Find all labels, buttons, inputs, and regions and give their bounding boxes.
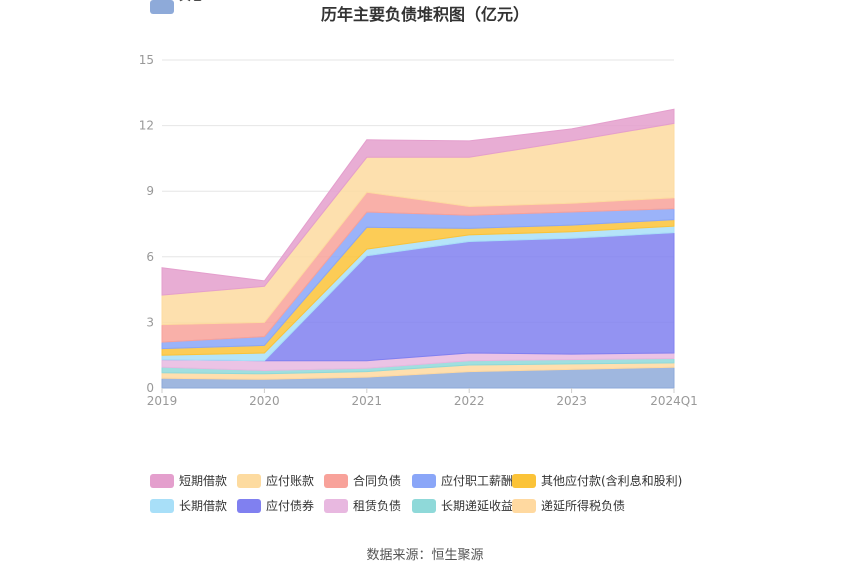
- x-tick-label: 2021: [352, 394, 383, 408]
- area-series: [161, 108, 675, 389]
- legend-swatch: [512, 474, 536, 488]
- legend-label: 合同负债: [353, 473, 401, 488]
- legend-swatch: [150, 0, 174, 14]
- legend-swatch: [412, 474, 436, 488]
- legend-label: 长期递延收益: [441, 499, 513, 513]
- legend-label: 应付债券: [266, 498, 314, 513]
- legend-item[interactable]: 租赁负债: [324, 499, 401, 513]
- legend-item[interactable]: 递延所得税负债: [512, 498, 625, 513]
- legend-label: 应付账款: [266, 473, 314, 488]
- legend-swatch: [412, 499, 436, 513]
- axes: 0 3 6 9 12 15 2019 2020 2021 2022 2023 2024Q1: [139, 53, 698, 408]
- legend-swatch: [150, 499, 174, 513]
- legend[interactable]: 短期借款 应付账款 合同负债 应付职工薪酬 其他应付款(含利息和股利) 长期借款 应付债券 租…: [150, 0, 682, 513]
- legend-label: 租赁负债: [353, 499, 401, 513]
- y-tick-label: 3: [146, 315, 154, 329]
- legend-label: 其它: [179, 0, 203, 3]
- y-tick-label: 9: [146, 184, 154, 198]
- x-tick-label: 2023: [556, 394, 587, 408]
- legend-label: 递延所得税负债: [541, 498, 625, 513]
- legend-item[interactable]: 长期借款: [150, 499, 227, 513]
- legend-item[interactable]: 长期递延收益: [412, 499, 513, 513]
- legend-item[interactable]: 短期借款: [150, 474, 227, 488]
- legend-swatch: [512, 499, 536, 513]
- legend-item[interactable]: 应付债券: [237, 498, 314, 513]
- area-短期借款: [161, 108, 675, 296]
- legend-item[interactable]: 合同负债: [324, 473, 401, 488]
- legend-swatch: [237, 474, 261, 488]
- y-tick-label: 15: [139, 53, 154, 67]
- legend-swatch: [324, 499, 348, 513]
- data-source: 数据来源：恒生聚源: [366, 548, 483, 563]
- y-tick-label: 6: [146, 250, 154, 264]
- x-tick-label: 2020: [249, 394, 280, 408]
- chart-title: 历年主要负债堆积图（亿元）: [321, 5, 529, 24]
- legend-item[interactable]: 其它: [150, 0, 203, 14]
- legend-item[interactable]: 应付职工薪酬: [412, 473, 513, 488]
- legend-swatch: [150, 474, 174, 488]
- legend-label: 长期借款: [179, 499, 227, 513]
- x-tick-label: 2024Q1: [650, 394, 698, 408]
- legend-label: 应付职工薪酬: [441, 473, 513, 488]
- y-tick-label: 0: [146, 381, 154, 395]
- legend-item[interactable]: 应付账款: [237, 473, 314, 488]
- y-tick-label: 12: [139, 119, 154, 133]
- legend-item[interactable]: 其他应付款(含利息和股利): [512, 473, 682, 488]
- x-tick-label: 2022: [454, 394, 485, 408]
- x-tick-label: 2019: [147, 394, 178, 408]
- legend-label: 其他应付款(含利息和股利): [541, 473, 682, 488]
- legend-swatch: [324, 474, 348, 488]
- legend-label: 短期借款: [179, 474, 227, 488]
- legend-swatch: [237, 499, 261, 513]
